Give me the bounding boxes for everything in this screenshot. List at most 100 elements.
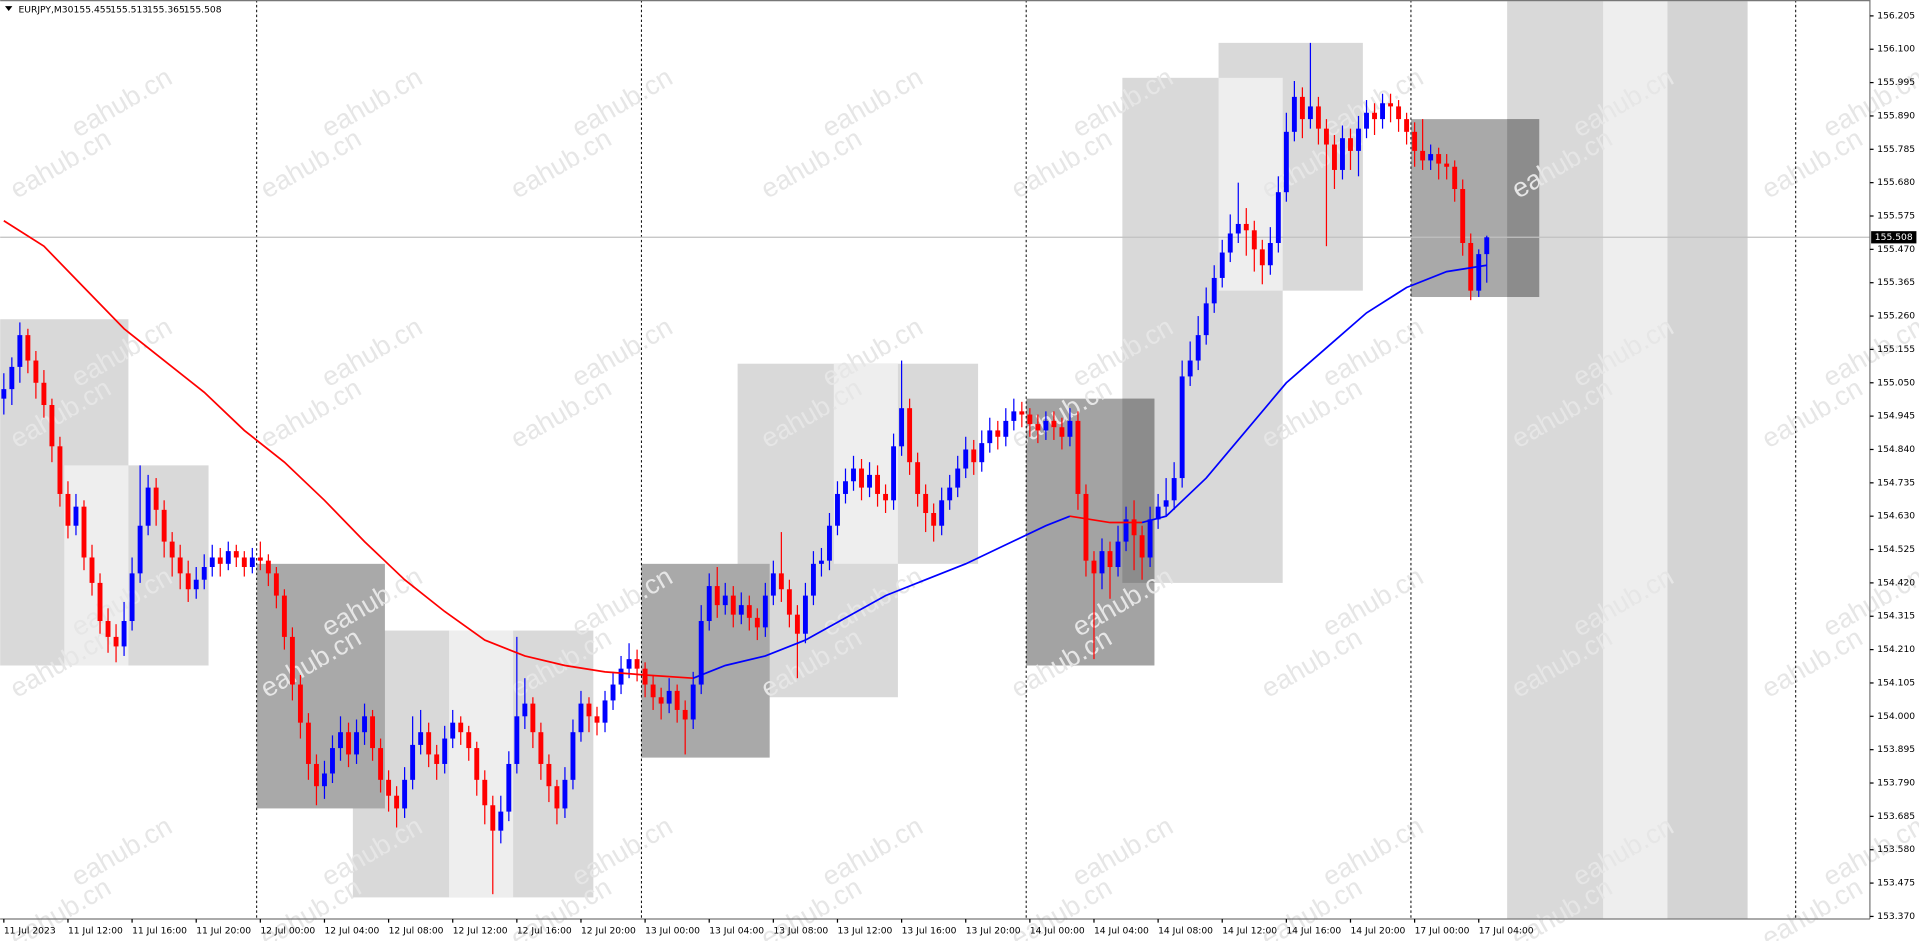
candle-body: [281, 595, 287, 637]
candle-body: [81, 506, 87, 558]
candle-body: [554, 786, 560, 809]
candle-body: [1388, 103, 1394, 107]
candle-body: [249, 557, 255, 568]
x-tick-label: 14 Jul 00:00: [1030, 926, 1085, 937]
candle-body: [634, 659, 640, 669]
candle-body: [1179, 376, 1185, 479]
session-box: [1603, 1, 1668, 919]
candle-body: [1011, 411, 1017, 421]
candle-body: [1468, 243, 1474, 291]
candle-body: [522, 703, 528, 717]
y-tick-label: 153.790: [1877, 778, 1915, 789]
candle-body: [530, 703, 536, 733]
x-tick-label: 11 Jul 12:00: [68, 926, 123, 937]
candle-body: [265, 560, 271, 574]
session-box: [833, 363, 898, 564]
candle-body: [1332, 144, 1337, 170]
candle-body: [474, 748, 480, 780]
candle-body: [626, 659, 632, 669]
candle-body: [818, 560, 824, 564]
candle-body: [963, 449, 969, 469]
candle-body: [322, 773, 327, 787]
candle-body: [233, 551, 239, 558]
x-tick-label: 14 Jul 16:00: [1286, 926, 1341, 937]
candle-body: [217, 557, 223, 564]
candle-body: [682, 709, 688, 720]
candle-body: [666, 690, 672, 704]
candle-body: [586, 703, 592, 717]
candle-body: [121, 621, 127, 647]
candle-body: [1131, 519, 1137, 536]
candle-body: [987, 430, 993, 444]
candle-body: [1348, 138, 1353, 151]
y-tick-label: 154.630: [1877, 511, 1915, 522]
candle-body: [169, 541, 175, 558]
y-tick-label: 153.685: [1877, 811, 1915, 822]
candle-body: [762, 595, 768, 628]
candle-body: [89, 557, 95, 583]
candle-body: [1372, 112, 1377, 120]
x-tick-label: 12 Jul 16:00: [517, 926, 572, 937]
y-tick-label: 153.475: [1877, 878, 1915, 889]
x-tick-label: 13 Jul 20:00: [966, 926, 1021, 937]
candle-body: [1027, 414, 1033, 425]
y-tick-label: 154.105: [1877, 677, 1915, 688]
candle-body: [17, 335, 23, 367]
candle-body: [947, 487, 953, 501]
candle-body: [843, 481, 848, 494]
y-tick-label: 155.365: [1877, 277, 1915, 288]
y-tick-label: 155.260: [1877, 311, 1915, 322]
candle-body: [450, 722, 456, 739]
candle-body: [1147, 519, 1153, 558]
y-tick-label: 153.580: [1877, 844, 1915, 855]
candle-body: [578, 703, 584, 733]
x-tick-label: 12 Jul 04:00: [324, 926, 379, 937]
plot: [0, 42, 1870, 895]
y-tick-label: 154.945: [1877, 411, 1915, 422]
candle-body: [754, 617, 760, 628]
candle-body: [289, 636, 295, 685]
candle-body: [490, 805, 496, 831]
candle-body: [1484, 237, 1490, 255]
candle-body: [65, 493, 71, 526]
candle-body: [1235, 223, 1241, 234]
y-tick-label: 155.050: [1877, 377, 1915, 388]
candle-body: [1099, 551, 1105, 574]
candle-body: [610, 684, 616, 701]
candle-body: [1291, 96, 1297, 132]
candle-body: [1404, 119, 1410, 132]
candle-body: [1075, 420, 1081, 494]
candle-body: [995, 430, 1001, 437]
candle-body: [722, 595, 728, 606]
candle-body: [1163, 500, 1169, 507]
candle-body: [49, 405, 55, 447]
candle-body: [498, 811, 504, 831]
candle-body: [201, 567, 207, 580]
candle-body: [1299, 96, 1305, 120]
candle-body: [1083, 493, 1089, 561]
x-tick-label: 13 Jul 00:00: [645, 926, 700, 937]
candle-body: [1187, 360, 1193, 377]
candle-body: [955, 468, 961, 488]
candle-body: [570, 732, 576, 780]
y-tick-label: 153.370: [1877, 911, 1915, 922]
candle-body: [1396, 106, 1402, 120]
candle-body: [835, 493, 840, 526]
moving-average: [3, 220, 694, 680]
y-tick-label: 154.315: [1877, 611, 1915, 622]
candle-body: [394, 795, 400, 809]
y-tick-label: 155.890: [1877, 110, 1915, 121]
menu-triangle: [5, 6, 13, 12]
candle-body: [891, 446, 897, 501]
candle-body: [153, 487, 159, 510]
candle-body: [939, 500, 945, 526]
candle-body: [1380, 103, 1385, 120]
candle-body: [1171, 478, 1177, 501]
candle-body: [145, 487, 151, 526]
candle-body: [225, 551, 231, 564]
candle-body: [706, 586, 712, 622]
y-tick-label: 156.100: [1877, 44, 1915, 55]
